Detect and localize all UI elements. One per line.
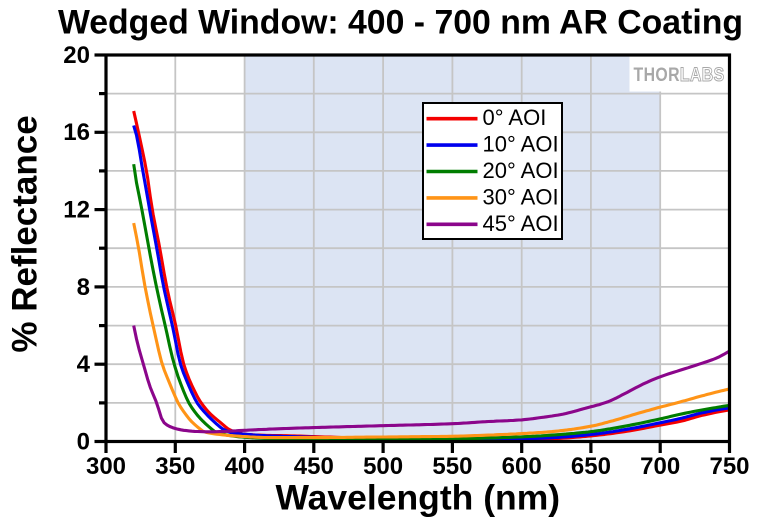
svg-text:45° AOI: 45° AOI xyxy=(483,211,559,236)
svg-text:0° AOI: 0° AOI xyxy=(483,105,547,130)
svg-text:16: 16 xyxy=(63,119,90,146)
svg-text:Wavelength (nm): Wavelength (nm) xyxy=(275,478,560,518)
svg-text:450: 450 xyxy=(294,453,334,480)
svg-text:% Reflectance: % Reflectance xyxy=(6,115,45,352)
svg-text:750: 750 xyxy=(709,453,749,480)
svg-text:20° AOI: 20° AOI xyxy=(483,158,559,183)
svg-text:Wedged Window: 400 - 700 nm AR: Wedged Window: 400 - 700 nm AR Coating xyxy=(58,4,743,42)
svg-text:600: 600 xyxy=(502,453,542,480)
svg-text:550: 550 xyxy=(432,453,472,480)
svg-text:700: 700 xyxy=(640,453,680,480)
svg-text:12: 12 xyxy=(63,197,90,224)
svg-text:650: 650 xyxy=(571,453,611,480)
svg-text:THOR: THOR xyxy=(634,63,680,85)
svg-text:500: 500 xyxy=(363,453,403,480)
svg-text:350: 350 xyxy=(155,453,195,480)
svg-text:4: 4 xyxy=(77,351,91,378)
svg-text:8: 8 xyxy=(77,274,90,301)
svg-text:20: 20 xyxy=(63,42,90,69)
svg-text:10° AOI: 10° AOI xyxy=(483,132,559,157)
svg-text:0: 0 xyxy=(77,428,90,455)
svg-text:LABS: LABS xyxy=(680,63,725,85)
svg-text:30° AOI: 30° AOI xyxy=(483,184,559,209)
svg-text:300: 300 xyxy=(86,453,126,480)
svg-text:400: 400 xyxy=(225,453,265,480)
